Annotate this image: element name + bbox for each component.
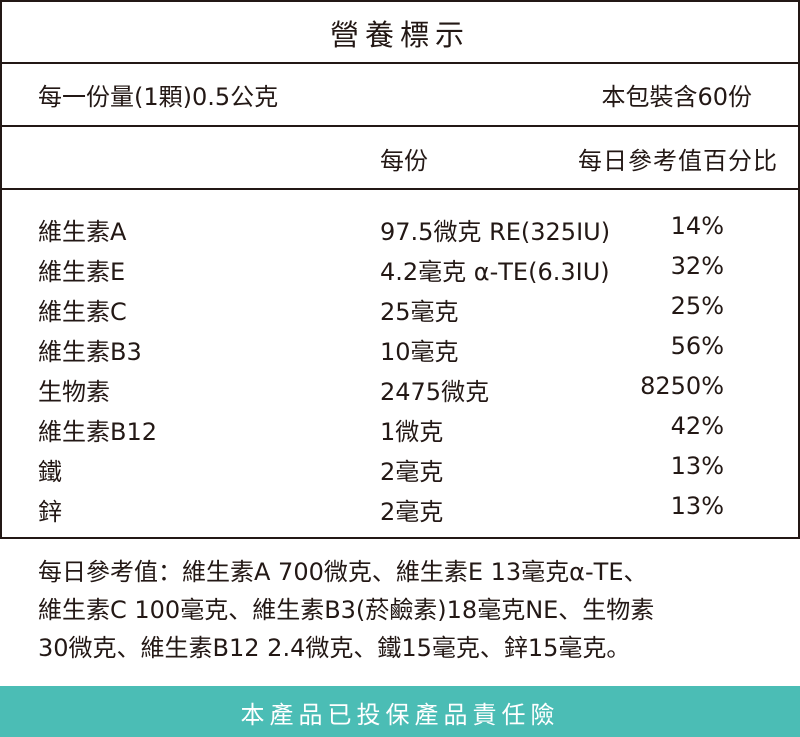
nutrient-percent: 13% [670, 452, 724, 480]
nutrient-percent: 25% [670, 292, 724, 320]
nutrient-amount: 2毫克 [380, 458, 444, 486]
nutrient-row: 維生素C 25毫克 25% [2, 288, 798, 328]
nutrient-percent: 13% [670, 492, 724, 520]
nutrient-amount: 10毫克 [380, 338, 459, 366]
footnote-line: 每日參考值：維生素A 700微克、維生素E 13毫克α-TE、 [38, 558, 648, 586]
column-header-row: 每份 每日參考值百分比 [2, 125, 798, 190]
nutrient-row: 維生素E 4.2毫克 α-TE(6.3IU) 32% [2, 248, 798, 288]
nutrient-name: 維生素B12 [38, 418, 158, 446]
nutrition-facts-table: 營養標示 每一份量(1顆)0.5公克 本包裝含60份 每份 每日參考值百分比 維… [0, 0, 800, 539]
footnote-line: 30微克、維生素B12 2.4微克、鐵15毫克、鋅15毫克。 [38, 634, 631, 662]
nutrient-percent: 8250% [640, 372, 724, 400]
nutrient-percent: 14% [670, 212, 724, 240]
nutrient-name: 鋅 [38, 498, 62, 526]
serving-info-row: 每一份量(1顆)0.5公克 本包裝含60份 [2, 62, 798, 127]
nutrient-row: 維生素A 97.5微克 RE(325IU) 14% [2, 208, 798, 248]
insurance-banner-text: 本產品已投保產品責任險 [240, 701, 560, 729]
serving-size: 每一份量(1顆)0.5公克 [38, 83, 279, 111]
nutrient-name: 維生素B3 [38, 338, 142, 366]
nutrient-name: 維生素C [38, 298, 127, 326]
nutrient-row: 維生素B12 1微克 42% [2, 408, 798, 448]
insurance-banner: 本產品已投保產品責任險 [0, 686, 800, 737]
nutrient-amount: 2475微克 [380, 378, 490, 406]
nutrient-row: 鐵 2毫克 13% [2, 448, 798, 488]
title-row: 營養標示 [2, 2, 798, 64]
nutrient-list: 維生素A 97.5微克 RE(325IU) 14% 維生素E 4.2毫克 α-T… [2, 208, 798, 528]
nutrient-amount: 25毫克 [380, 298, 459, 326]
nutrient-name: 維生素E [38, 258, 126, 286]
nutrient-percent: 42% [670, 412, 724, 440]
nutrient-row: 維生素B3 10毫克 56% [2, 328, 798, 368]
nutrient-amount: 97.5微克 RE(325IU) [380, 218, 611, 246]
nutrient-amount: 1微克 [380, 418, 444, 446]
nutrient-amount: 4.2毫克 α-TE(6.3IU) [380, 258, 610, 286]
nutrient-name: 生物素 [38, 378, 110, 406]
nutrient-name: 鐵 [38, 458, 62, 486]
nutrient-row: 生物素 2475微克 8250% [2, 368, 798, 408]
nutrient-percent: 56% [670, 332, 724, 360]
servings-per-package: 本包裝含60份 [601, 83, 752, 111]
column-header-per-serving: 每份 [380, 147, 428, 175]
nutrient-percent: 32% [670, 252, 724, 280]
nutrition-label-title: 營養標示 [329, 18, 470, 52]
daily-reference-footnote: 每日參考值：維生素A 700微克、維生素E 13毫克α-TE、 維生素C 100… [38, 553, 768, 667]
nutrient-amount: 2毫克 [380, 498, 444, 526]
nutrient-name: 維生素A [38, 218, 127, 246]
footnote-line: 維生素C 100毫克、維生素B3(菸鹼素)18毫克NE、生物素 [38, 596, 655, 624]
column-header-daily-value: 每日參考值百分比 [578, 147, 778, 175]
nutrient-row: 鋅 2毫克 13% [2, 488, 798, 528]
